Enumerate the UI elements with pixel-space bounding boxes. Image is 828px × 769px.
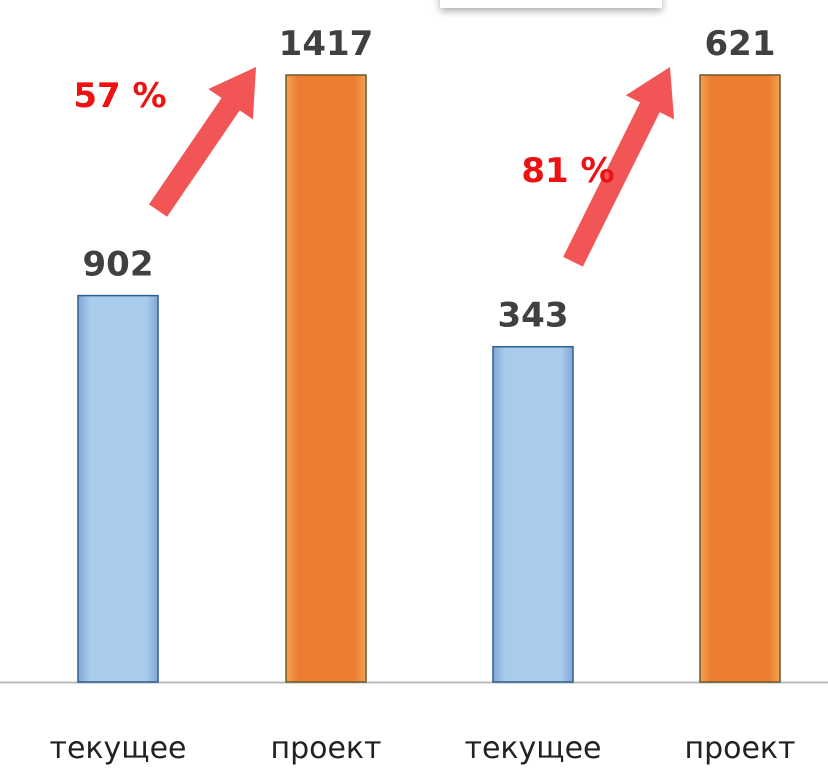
value-label: 343 bbox=[498, 296, 569, 336]
bar bbox=[699, 74, 781, 683]
annotation: 81 % bbox=[521, 151, 614, 191]
x-tick-label: текущее bbox=[50, 731, 187, 766]
x-tick-label: текущее bbox=[465, 731, 602, 766]
value-label: 621 bbox=[705, 24, 776, 64]
x-tick-label: проект bbox=[684, 731, 795, 766]
arrow bbox=[563, 67, 675, 267]
top-box bbox=[440, 0, 662, 8]
bar bbox=[285, 74, 367, 683]
arrow bbox=[148, 67, 256, 217]
value-label: 902 bbox=[83, 245, 154, 285]
bar bbox=[492, 345, 574, 683]
value-label: 1417 bbox=[279, 24, 374, 64]
x-tick-label: проект bbox=[270, 731, 381, 766]
bar bbox=[77, 294, 159, 683]
annotation: 57 % bbox=[73, 76, 166, 116]
